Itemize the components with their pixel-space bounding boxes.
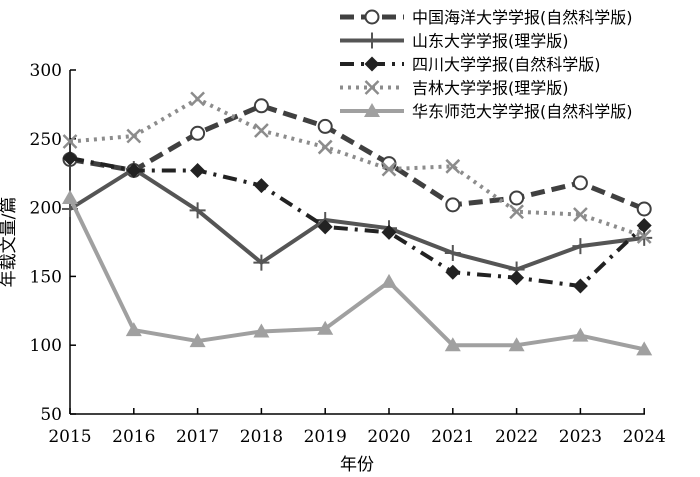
data-point (381, 273, 397, 288)
legend-label: 吉林大学学报(理学版) (412, 79, 569, 98)
data-point (253, 98, 269, 114)
data-point (62, 189, 78, 204)
y-axis-title: 年载文量/篇 (0, 197, 19, 288)
data-point (509, 270, 525, 286)
y-ticks: 50 100 150 200 250 300 (30, 61, 76, 425)
legend-item: 中国海洋大学学报(自然科学版) (340, 8, 633, 27)
x-tick-label: 2018 (240, 427, 283, 447)
series-line (68, 167, 645, 272)
data-point (125, 322, 142, 337)
legend-marker (364, 80, 380, 95)
data-point (190, 91, 205, 107)
legend-item: 山东大学学报(理学版) (340, 32, 569, 51)
data-point (572, 238, 589, 255)
data-point (508, 337, 525, 352)
legend-marker (364, 103, 380, 117)
legend-item: 华东师范大学学报(自然科学版) (340, 102, 633, 121)
data-point (126, 162, 142, 178)
legend-item: 四川大学学报(自然科学版) (340, 55, 601, 74)
x-axis-title: 年份 (340, 455, 374, 475)
data-point (572, 327, 589, 342)
series-4 (62, 189, 653, 356)
data-point (445, 158, 461, 174)
legend: 中国海洋大学学报(自然科学版) 山东大学学报(理学版) 四川大学学报(自然科学版) 吉… (340, 8, 633, 121)
data-point (62, 134, 78, 149)
series-layer (62, 91, 653, 356)
series-line (68, 197, 645, 352)
data-point (444, 337, 461, 352)
data-point (444, 245, 461, 262)
y-tick-label: 50 (40, 405, 62, 425)
legend-label: 山东大学学报(理学版) (412, 32, 569, 51)
x-tick-label: 2015 (48, 427, 91, 447)
data-point (254, 123, 269, 138)
data-point (317, 219, 333, 235)
data-point (126, 128, 142, 144)
legend-item: 吉林大学学报(理学版) (340, 79, 569, 98)
data-point (636, 229, 652, 244)
data-point (636, 217, 652, 233)
x-tick-label: 2019 (304, 427, 347, 447)
y-tick-label: 150 (30, 267, 62, 287)
x-tick-label: 2022 (495, 427, 538, 447)
series-1 (62, 161, 653, 278)
legend-label: 四川大学学报(自然科学版) (412, 55, 601, 74)
data-point (636, 201, 652, 217)
data-point (253, 254, 270, 271)
data-point (445, 264, 461, 280)
x-tick-label: 2021 (431, 427, 474, 447)
legend-marker (364, 32, 380, 49)
x-tick-label: 2017 (176, 427, 219, 447)
data-point (189, 202, 206, 219)
data-point (572, 175, 588, 191)
series-3 (62, 91, 652, 244)
x-tick-label: 2023 (559, 427, 602, 447)
data-point (253, 178, 269, 194)
data-point (190, 125, 206, 141)
data-point (445, 197, 461, 213)
data-point (253, 323, 270, 338)
legend-label: 中国海洋大学学报(自然科学版) (412, 8, 633, 27)
y-tick-label: 100 (30, 336, 62, 356)
data-point (573, 207, 588, 222)
legend-marker (364, 9, 380, 25)
data-point (317, 118, 333, 134)
x-tick-label: 2024 (623, 427, 666, 447)
data-point (381, 161, 397, 177)
data-point (636, 341, 653, 356)
legend-label: 华东师范大学学报(自然科学版) (412, 102, 633, 121)
data-point (190, 162, 206, 178)
data-point (317, 139, 333, 155)
series-2 (62, 150, 652, 294)
x-tick-label: 2020 (367, 427, 410, 447)
y-tick-label: 250 (30, 130, 62, 150)
data-point (189, 333, 206, 348)
legend-marker (364, 56, 380, 72)
axes (69, 70, 645, 415)
data-point (62, 150, 78, 166)
data-point (509, 204, 524, 220)
series-line (69, 156, 646, 289)
x-ticks: 2015 2016 2017 2018 2019 2020 2021 2022 2023 2024 (48, 408, 666, 447)
x-tick-label: 2016 (112, 427, 155, 447)
data-point (317, 320, 334, 335)
data-point (381, 224, 397, 240)
data-point (509, 190, 525, 206)
y-tick-label: 300 (30, 61, 62, 81)
y-tick-label: 200 (30, 199, 62, 219)
data-point (572, 278, 588, 294)
